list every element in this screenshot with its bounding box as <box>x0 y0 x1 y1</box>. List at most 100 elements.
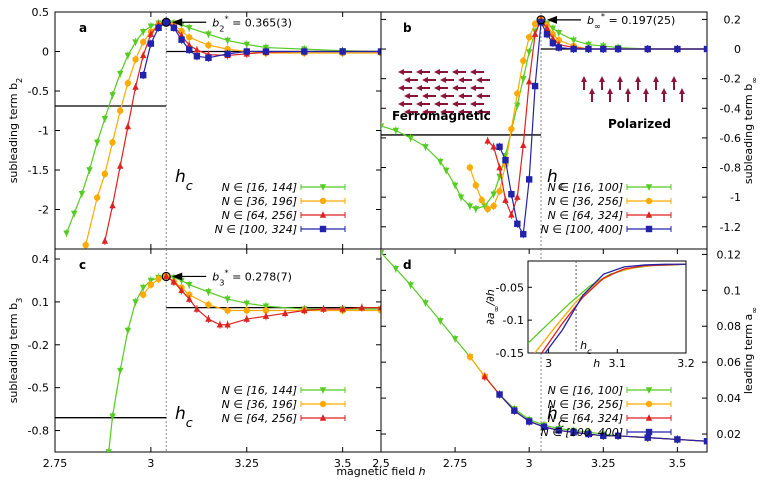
data-point <box>549 25 557 32</box>
series-3 <box>496 18 707 239</box>
data-point <box>109 92 116 99</box>
data-point <box>600 432 607 440</box>
annotation-label: b∞* = 0.197(25) <box>587 11 675 31</box>
legend-label: N ∈ [16, 144] <box>222 181 297 194</box>
data-point <box>644 434 651 441</box>
data-point <box>555 36 563 44</box>
spin-arrow-icon <box>458 109 472 115</box>
data-point <box>147 23 155 30</box>
data-point <box>63 230 70 237</box>
y-tick-label: -1.2 <box>720 221 741 234</box>
data-point <box>155 24 162 31</box>
hc-label: hc <box>175 404 193 431</box>
data-point <box>466 353 474 360</box>
data-point <box>481 372 488 380</box>
spin-arrow-icon <box>434 69 448 75</box>
data-point <box>496 143 503 150</box>
data-point <box>147 40 155 47</box>
spin-arrow-icon <box>661 88 667 102</box>
data-point <box>466 164 474 171</box>
data-point <box>93 139 101 147</box>
spin-arrow-icon <box>470 101 484 107</box>
critical-point <box>161 17 171 27</box>
data-point <box>170 278 178 285</box>
data-point <box>511 407 518 414</box>
data-point <box>451 182 459 190</box>
data-point <box>243 300 250 308</box>
spin-arrow-icon <box>653 76 659 90</box>
panel-label: a <box>79 21 87 35</box>
legend-marker <box>645 211 653 218</box>
legend-marker <box>645 400 653 408</box>
data-point <box>205 289 212 296</box>
data-point <box>205 301 212 308</box>
spin-arrow-icon <box>671 76 677 90</box>
spin-arrow-icon <box>458 93 472 99</box>
data-point <box>514 220 521 228</box>
inset-hc-label: hc <box>580 339 592 356</box>
data-point <box>525 418 533 425</box>
data-point <box>377 48 381 55</box>
spin-arrow-icon <box>470 85 484 91</box>
legend-label: N ∈ [64, 324] <box>548 412 623 425</box>
series-line <box>165 275 381 326</box>
data-point <box>262 307 270 314</box>
y-tick-label: 0.4 <box>32 253 50 266</box>
y-tick-label: 0.5 <box>32 6 50 19</box>
data-point <box>339 305 346 312</box>
data-point <box>140 51 147 59</box>
series-line <box>498 20 707 237</box>
y-tick-label: -0.4 <box>720 102 741 115</box>
spin-arrow-icon <box>434 101 448 107</box>
y-tick-label: -0.8 <box>28 425 49 438</box>
legend-marker <box>645 225 653 233</box>
data-point <box>392 127 400 135</box>
data-point <box>520 57 527 65</box>
data-point <box>262 312 270 319</box>
spin-arrow-icon <box>404 77 418 83</box>
hc-label: hc <box>175 167 193 194</box>
y-tick-label: -0.8 <box>720 162 741 175</box>
y-tick-label: 0.06 <box>717 356 742 369</box>
series-3 <box>140 18 381 80</box>
y-axis-label: subleading term b2 <box>7 78 24 184</box>
x-tick-label: 2.75 <box>443 457 468 470</box>
data-point <box>549 39 557 47</box>
legend-label: N ∈ [36, 196] <box>222 195 297 208</box>
panel-c: 0.4 0.1 -0.2 -0.5 -0.8 2.75 3 3.25 3.5 subleading… <box>7 248 382 470</box>
x-tick-label: 2.75 <box>43 457 68 470</box>
legend-label: N ∈ [100, 400] <box>541 426 623 439</box>
data-point <box>186 34 193 41</box>
critical-point <box>161 271 171 282</box>
spin-arrow-icon <box>470 69 484 75</box>
y-tick-label: 0.02 <box>717 428 742 441</box>
data-point <box>484 137 491 144</box>
y-tick-label: 0.12 <box>717 248 742 261</box>
legend-marker <box>645 414 653 421</box>
data-point <box>117 162 124 169</box>
legend-label: N ∈ [100, 324] <box>215 223 297 236</box>
data-point <box>117 107 124 114</box>
data-point <box>472 206 480 213</box>
data-point <box>537 19 545 26</box>
legend-marker <box>319 197 327 205</box>
data-point <box>381 123 385 130</box>
data-point <box>216 321 224 328</box>
data-point <box>543 31 551 38</box>
phase-label-ferromagnetic: Ferromagnetic <box>392 109 491 123</box>
spin-arrow-icon <box>452 69 466 75</box>
data-point <box>193 53 201 60</box>
data-point <box>205 31 212 38</box>
spin-arrow-icon <box>404 109 418 115</box>
inset-x-label: h <box>593 357 600 370</box>
data-point <box>262 48 270 55</box>
data-point <box>224 296 231 303</box>
data-point <box>392 266 400 273</box>
data-point <box>147 281 155 288</box>
legend-label: N ∈ [36, 256] <box>548 398 623 411</box>
spin-arrow-icon <box>416 85 430 91</box>
data-point <box>186 295 193 302</box>
annotation-arrowhead <box>172 18 183 27</box>
data-point <box>422 300 429 307</box>
y-tick-label: 0 <box>734 43 741 56</box>
